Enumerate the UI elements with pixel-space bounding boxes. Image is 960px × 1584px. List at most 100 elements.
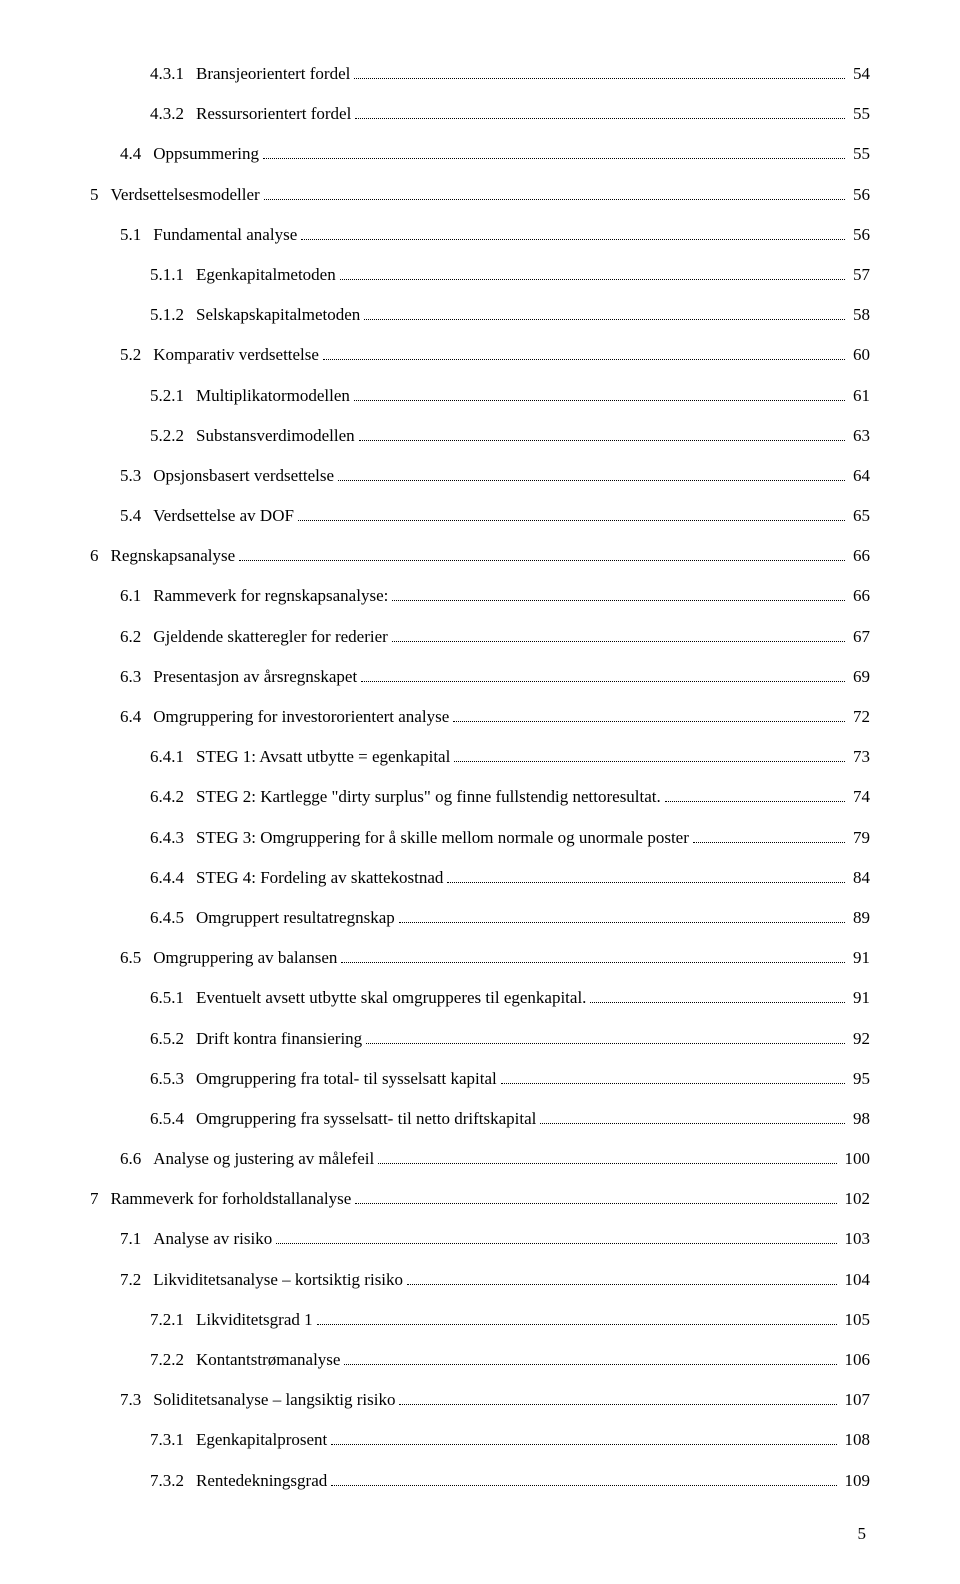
- toc-entry-number: 5.4: [120, 502, 153, 529]
- toc-dot-leader: [239, 560, 845, 561]
- toc-entry: 7.2Likviditetsanalyse – kortsiktig risik…: [90, 1266, 870, 1293]
- toc-entry: 5.4Verdsettelse av DOF65: [90, 502, 870, 529]
- toc-entry-page: 55: [849, 100, 870, 127]
- toc-entry-number: 5.1.1: [150, 261, 196, 288]
- toc-entry-number: 4.3.2: [150, 100, 196, 127]
- toc-entry-number: 7.1: [120, 1225, 153, 1252]
- toc-entry-number: 6.4.5: [150, 904, 196, 931]
- toc-entry-page: 54: [849, 60, 870, 87]
- toc-entry: 5.1.1Egenkapitalmetoden 57: [90, 261, 870, 288]
- toc-dot-leader: [341, 962, 845, 963]
- toc-entry-page: 95: [849, 1065, 870, 1092]
- toc-entry-page: 63: [849, 422, 870, 449]
- toc-entry: 6.4.4STEG 4: Fordeling av skattekostnad8…: [90, 864, 870, 891]
- toc-entry-label: Omgruppering fra sysselsatt- til netto d…: [196, 1105, 536, 1132]
- toc-entry-label: Omgruppering av balansen: [153, 944, 337, 971]
- toc-entry-page: 57: [849, 261, 870, 288]
- toc-dot-leader: [355, 118, 845, 119]
- toc-dot-leader: [340, 279, 845, 280]
- toc-entry-label: Rentedekningsgrad: [196, 1467, 327, 1494]
- toc-entry-number: 6.5: [120, 944, 153, 971]
- toc-entry-page: 74: [849, 783, 870, 810]
- toc-entry-page: 69: [849, 663, 870, 690]
- toc-entry-label: Likviditetsanalyse – kortsiktig risiko: [153, 1266, 403, 1293]
- toc-entry: 5Verdsettelsesmodeller56: [90, 181, 870, 208]
- toc-dot-leader: [331, 1485, 836, 1486]
- toc-dot-leader: [540, 1123, 845, 1124]
- toc-entry-page: 61: [849, 382, 870, 409]
- toc-entry: 5.2Komparativ verdsettelse60: [90, 341, 870, 368]
- toc-dot-leader: [264, 199, 845, 200]
- toc-entry: 6.5.3Omgruppering fra total- til syssels…: [90, 1065, 870, 1092]
- toc-entry-label: STEG 2: Kartlegge "dirty surplus" og fin…: [196, 783, 661, 810]
- toc-entry-number: 6.2: [120, 623, 153, 650]
- toc-entry-number: 6.1: [120, 582, 153, 609]
- toc-entry-page: 108: [841, 1426, 871, 1453]
- toc-entry-label: Verdsettelse av DOF: [153, 502, 294, 529]
- toc-entry-number: 4.3.1: [150, 60, 196, 87]
- toc-dot-leader: [693, 842, 845, 843]
- toc-dot-leader: [378, 1163, 836, 1164]
- toc-entry-page: 105: [841, 1306, 871, 1333]
- toc-entry-number: 5.1.2: [150, 301, 196, 328]
- toc-entry-label: Soliditetsanalyse – langsiktig risiko: [153, 1386, 395, 1413]
- toc-entry-label: Egenkapitalprosent: [196, 1426, 327, 1453]
- toc-entry-label: Egenkapitalmetoden: [196, 261, 336, 288]
- toc-entry-page: 58: [849, 301, 870, 328]
- toc-entry-number: 6.5.1: [150, 984, 196, 1011]
- toc-dot-leader: [453, 721, 845, 722]
- toc-entry-number: 6.3: [120, 663, 153, 690]
- toc-entry-page: 66: [849, 542, 870, 569]
- toc-entry-label: Substansverdimodellen: [196, 422, 355, 449]
- toc-entry-page: 109: [841, 1467, 871, 1494]
- toc-entry-number: 5: [90, 181, 111, 208]
- toc-entry: 6.4.3STEG 3: Omgruppering for å skille m…: [90, 824, 870, 851]
- toc-entry-page: 91: [849, 944, 870, 971]
- toc-entry: 6.2Gjeldende skatteregler for rederier67: [90, 623, 870, 650]
- toc-dot-leader: [454, 761, 845, 762]
- toc-entry-page: 92: [849, 1025, 870, 1052]
- toc-dot-leader: [501, 1083, 845, 1084]
- toc-entry: 7.2.1Likviditetsgrad 1105: [90, 1306, 870, 1333]
- toc-entry-label: Presentasjon av årsregnskapet: [153, 663, 357, 690]
- toc-entry-label: Rammeverk for forholdstallanalyse: [111, 1185, 352, 1212]
- toc-dot-leader: [447, 882, 845, 883]
- table-of-contents: 4.3.1Bransjeorientert fordel544.3.2Ressu…: [90, 60, 870, 1494]
- page-number: 5: [90, 1524, 870, 1544]
- toc-entry-number: 6.5.2: [150, 1025, 196, 1052]
- toc-dot-leader: [263, 158, 845, 159]
- toc-entry-label: Omgruppering fra total- til sysselsatt k…: [196, 1065, 497, 1092]
- toc-entry-label: Drift kontra finansiering: [196, 1025, 362, 1052]
- toc-entry-number: 7.2.2: [150, 1346, 196, 1373]
- toc-dot-leader: [331, 1444, 836, 1445]
- toc-dot-leader: [355, 1203, 836, 1204]
- toc-dot-leader: [276, 1243, 836, 1244]
- toc-entry-label: Gjeldende skatteregler for rederier: [153, 623, 388, 650]
- toc-entry-number: 7.2: [120, 1266, 153, 1293]
- toc-entry-label: Oppsummering: [153, 140, 259, 167]
- toc-entry-number: 6.6: [120, 1145, 153, 1172]
- toc-entry: 4.3.1Bransjeorientert fordel 54: [90, 60, 870, 87]
- toc-entry-label: Bransjeorientert fordel: [196, 60, 350, 87]
- toc-entry: 5.1Fundamental analyse56: [90, 221, 870, 248]
- toc-dot-leader: [301, 239, 845, 240]
- toc-dot-leader: [323, 359, 845, 360]
- toc-entry: 6.3Presentasjon av årsregnskapet 69: [90, 663, 870, 690]
- toc-entry-label: Komparativ verdsettelse: [153, 341, 319, 368]
- toc-entry-page: 55: [849, 140, 870, 167]
- toc-entry-label: Kontantstrømanalyse: [196, 1346, 340, 1373]
- toc-entry-page: 100: [841, 1145, 871, 1172]
- toc-entry-page: 56: [849, 181, 870, 208]
- toc-entry-number: 6.4.3: [150, 824, 196, 851]
- toc-entry: 7.3Soliditetsanalyse – langsiktig risiko…: [90, 1386, 870, 1413]
- toc-entry-label: Omgruppert resultatregnskap: [196, 904, 395, 931]
- toc-entry-number: 5.2: [120, 341, 153, 368]
- toc-entry: 6.4.5Omgruppert resultatregnskap89: [90, 904, 870, 931]
- toc-dot-leader: [364, 319, 845, 320]
- toc-entry-label: Eventuelt avsett utbytte skal omgruppere…: [196, 984, 586, 1011]
- toc-entry-number: 7.3.1: [150, 1426, 196, 1453]
- toc-entry-number: 6.4.1: [150, 743, 196, 770]
- toc-dot-leader: [359, 440, 845, 441]
- toc-dot-leader: [354, 400, 845, 401]
- toc-dot-leader: [392, 641, 845, 642]
